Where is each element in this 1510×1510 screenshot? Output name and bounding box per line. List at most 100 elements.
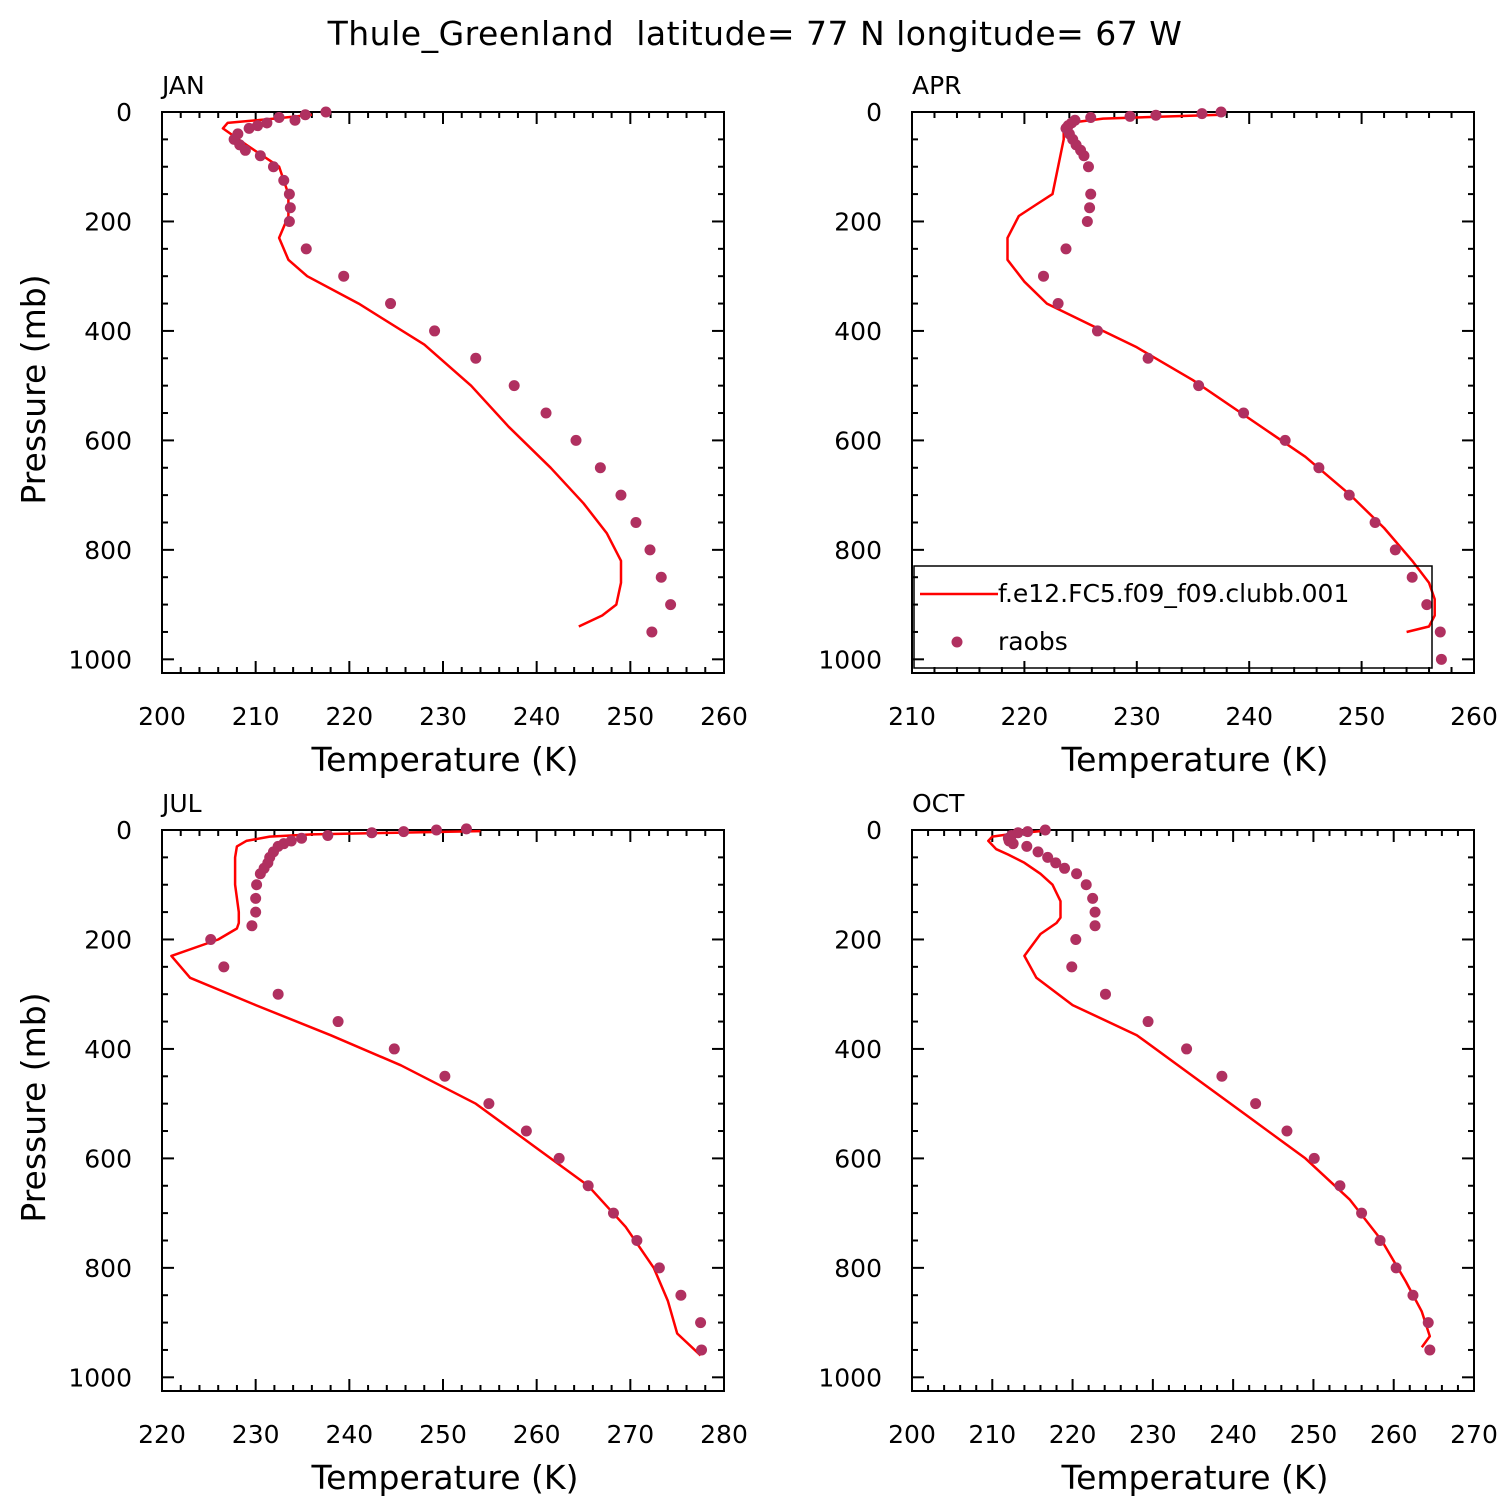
obs-point bbox=[252, 120, 264, 132]
obs-point bbox=[283, 188, 295, 200]
obs-point bbox=[1087, 892, 1099, 904]
obs-point bbox=[1279, 434, 1291, 446]
obs-point bbox=[1434, 626, 1446, 638]
obs-point bbox=[1193, 380, 1205, 392]
obs-point bbox=[1085, 111, 1097, 123]
x-tick-label: 240 bbox=[513, 702, 561, 731]
obs-point bbox=[322, 829, 334, 841]
obs-point bbox=[1022, 826, 1034, 838]
x-tick-label: 240 bbox=[325, 1420, 373, 1449]
obs-point bbox=[594, 462, 606, 474]
obs-point bbox=[520, 1125, 532, 1137]
obs-point bbox=[675, 1289, 687, 1301]
obs-point bbox=[655, 571, 667, 583]
y-tick-label: 800 bbox=[84, 536, 132, 565]
x-tick-label: 250 bbox=[1338, 702, 1386, 731]
obs-point bbox=[296, 832, 308, 844]
obs-point bbox=[582, 1180, 594, 1192]
obs-point bbox=[1078, 150, 1090, 162]
x-tick-label: 220 bbox=[138, 1420, 186, 1449]
obs-point bbox=[1422, 1317, 1434, 1329]
obs-point bbox=[540, 407, 552, 419]
obs-point bbox=[205, 933, 217, 945]
obs-point bbox=[1334, 1180, 1346, 1192]
y-tick-label: 200 bbox=[834, 207, 882, 236]
obs-point bbox=[398, 826, 410, 838]
obs-point bbox=[644, 544, 656, 556]
x-tick-label: 210 bbox=[888, 702, 936, 731]
obs-point bbox=[1238, 407, 1250, 419]
obs-point bbox=[1406, 571, 1418, 583]
x-axis-label: Temperature (K) bbox=[311, 740, 579, 779]
x-tick-label: 220 bbox=[1049, 1420, 1097, 1449]
obs-point bbox=[267, 161, 279, 173]
y-tick-label: 200 bbox=[84, 207, 132, 236]
x-tick-label: 230 bbox=[1129, 1420, 1177, 1449]
obs-point bbox=[1082, 161, 1094, 173]
plot-frame bbox=[911, 829, 1475, 1392]
obs-point bbox=[254, 868, 266, 880]
x-axis-label: Temperature (K) bbox=[311, 1458, 579, 1497]
y-tick-label: 400 bbox=[834, 1035, 882, 1064]
y-tick-label: 0 bbox=[866, 816, 882, 845]
obs-point bbox=[388, 1043, 400, 1055]
obs-point bbox=[1060, 243, 1072, 255]
plot-frame bbox=[911, 111, 1475, 674]
obs-point bbox=[243, 122, 255, 134]
obs-point bbox=[1250, 1098, 1262, 1110]
obs-point bbox=[1313, 462, 1325, 474]
obs-point bbox=[273, 111, 285, 123]
x-tick-label: 210 bbox=[232, 702, 280, 731]
legend-label-model: f.e12.FC5.f09_f09.clubb.001 bbox=[998, 579, 1349, 608]
obs-point bbox=[1435, 653, 1447, 665]
obs-point bbox=[250, 892, 262, 904]
y-tick-label: 600 bbox=[84, 1144, 132, 1173]
obs-point bbox=[320, 106, 332, 118]
obs-point bbox=[615, 489, 627, 501]
x-axis-label: Temperature (K) bbox=[1061, 740, 1329, 779]
obs-point bbox=[278, 174, 290, 186]
x-tick-label: 270 bbox=[606, 1420, 654, 1449]
obs-point bbox=[430, 824, 442, 836]
obs-point bbox=[1390, 1262, 1402, 1274]
obs-point bbox=[250, 906, 262, 918]
obs-point bbox=[483, 1098, 495, 1110]
x-tick-label: 240 bbox=[1209, 1420, 1257, 1449]
obs-point bbox=[1052, 298, 1064, 310]
legend-box bbox=[913, 565, 1433, 669]
obs-point bbox=[630, 516, 642, 528]
obs-point bbox=[1039, 824, 1051, 836]
obs-point bbox=[1042, 851, 1054, 863]
panel-jul: 220 230 240 250 260 270 280 0 200 400 600 800 1000 JU… bbox=[14, 789, 748, 1497]
obs-point bbox=[299, 109, 311, 121]
y-tick-label: 1000 bbox=[818, 1363, 882, 1392]
y-tick-label: 600 bbox=[834, 1144, 882, 1173]
page-title: Thule_Greenland latitude= 77 N longitude… bbox=[327, 14, 1183, 53]
x-tick-label: 260 bbox=[513, 1420, 561, 1449]
obs-point bbox=[1356, 1207, 1368, 1219]
obs-point bbox=[1215, 106, 1227, 118]
obs-point bbox=[338, 270, 350, 282]
obs-point bbox=[284, 202, 296, 214]
obs-point bbox=[246, 920, 258, 932]
obs-point bbox=[631, 1234, 643, 1246]
obs-point bbox=[1084, 202, 1096, 214]
x-tick-label: 230 bbox=[1113, 702, 1161, 731]
obs-point bbox=[1142, 352, 1154, 364]
x-tick-label: 250 bbox=[419, 1420, 467, 1449]
obs-point bbox=[429, 325, 441, 337]
y-tick-label: 800 bbox=[84, 1254, 132, 1283]
obs-point bbox=[1281, 1125, 1293, 1137]
obs-point bbox=[1343, 489, 1355, 501]
obs-point bbox=[1308, 1152, 1320, 1164]
obs-point bbox=[1071, 868, 1083, 880]
y-tick-label: 400 bbox=[84, 1035, 132, 1064]
x-tick-label: 240 bbox=[1225, 702, 1273, 731]
y-tick-label: 0 bbox=[116, 816, 132, 845]
model-series-line bbox=[987, 829, 1432, 1348]
panel-label: JUL bbox=[160, 789, 202, 818]
obs-point bbox=[439, 1070, 451, 1082]
y-tick-label: 0 bbox=[866, 98, 882, 127]
legend-marker-swatch bbox=[951, 636, 963, 648]
